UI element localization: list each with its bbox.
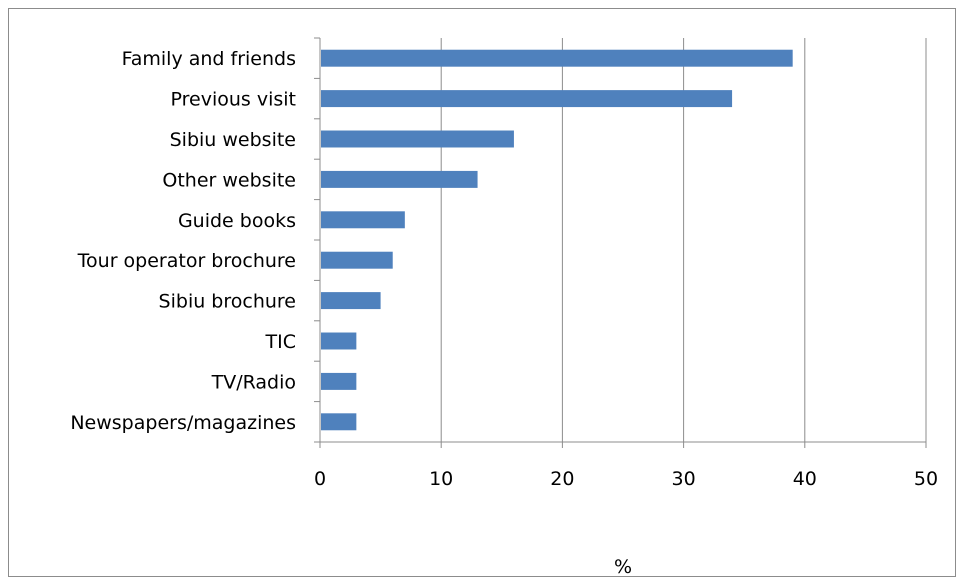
- category-label: Guide books: [178, 210, 296, 232]
- bar: [321, 130, 514, 148]
- bar: [321, 332, 357, 350]
- category-label: Sibiu website: [170, 129, 296, 151]
- x-tick-label: 40: [793, 468, 817, 490]
- category-label: TV/Radio: [211, 371, 296, 393]
- x-tick-label: 50: [914, 468, 938, 490]
- bars: [321, 49, 793, 431]
- category-label: Other website: [162, 169, 296, 191]
- category-label: Previous visit: [171, 89, 297, 111]
- bar: [321, 372, 357, 390]
- bar: [321, 413, 357, 431]
- x-tick-label: 20: [550, 468, 574, 490]
- labels: 0 10 20 30 40 50 Family and friends Previous vi…: [70, 48, 938, 490]
- x-tick-label: 30: [672, 468, 696, 490]
- bar: [321, 211, 405, 229]
- category-label: Tour operator brochure: [77, 250, 296, 272]
- axes: [314, 37, 926, 448]
- bar: [321, 49, 793, 67]
- bar: [321, 292, 381, 310]
- bar: [321, 251, 393, 269]
- x-tick-label: 0: [314, 468, 326, 490]
- bar: [321, 170, 478, 188]
- bar: [321, 90, 733, 108]
- category-label: TIC: [265, 331, 296, 353]
- category-label: Sibiu brochure: [159, 291, 296, 313]
- x-tick-label: 10: [429, 468, 453, 490]
- category-label: Newspapers/magazines: [70, 412, 296, 434]
- x-axis-title: %: [614, 556, 632, 578]
- category-label: Family and friends: [122, 48, 296, 70]
